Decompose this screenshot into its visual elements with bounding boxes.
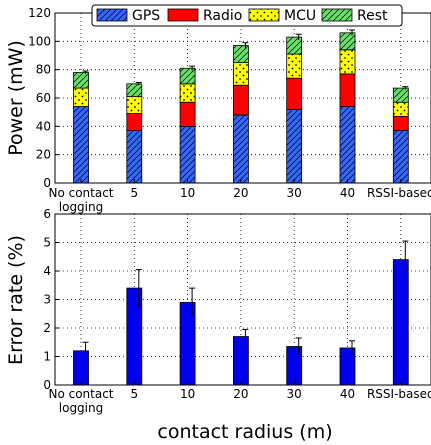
x-tick-label-line: No contact	[48, 387, 113, 401]
y-tick-label: 100	[28, 34, 51, 48]
y-tick-label: 2	[43, 321, 51, 335]
x-tick-label-line: 30	[287, 186, 302, 200]
x-tick-label: No contact logging	[48, 186, 113, 214]
y-tick-label: 0	[43, 176, 51, 190]
x-tick-label-line: 5	[130, 186, 138, 200]
bar-segment-hatch	[73, 72, 89, 89]
x-tick-label: RSSI-based	[367, 387, 431, 401]
y-tick-label: 20	[36, 148, 51, 162]
legend-swatch-hatch	[97, 9, 127, 21]
x-tick-label-line: logging	[59, 200, 103, 214]
bar-segment-hatch	[286, 37, 302, 55]
x-tick-label-line: No contact	[48, 186, 113, 200]
x-tick-label-line: RSSI-based	[367, 387, 431, 401]
bar	[73, 350, 89, 386]
x-tick-label-line: 10	[180, 186, 195, 200]
y-tick-label: 1	[43, 350, 51, 364]
bar-segment-radio	[286, 77, 303, 110]
bar-segment-hatch	[393, 130, 409, 183]
x-tick-label: 20	[233, 387, 248, 401]
x-tick-label: RSSI-based	[367, 186, 431, 200]
bar-segment-radio	[392, 116, 409, 131]
bar-segment-hatch	[340, 32, 355, 50]
x-tick-label: 5	[130, 387, 138, 401]
y-tick-label: 120	[28, 6, 51, 20]
x-tick-label: 30	[287, 387, 302, 401]
bar-segment-hatch	[126, 96, 142, 114]
bar	[392, 259, 409, 386]
y-tick-label: 80	[36, 63, 51, 77]
x-tick-label: 20	[233, 186, 248, 200]
x-tick-label: 40	[340, 387, 355, 401]
y-axis-label: Power (mW)	[5, 40, 27, 156]
x-tick-label-line: 40	[340, 387, 355, 401]
bar-segment-hatch	[180, 83, 196, 103]
y-tick-label: 6	[43, 207, 51, 221]
bar-segment-radio	[126, 113, 143, 131]
bar-segment-hatch	[340, 49, 355, 74]
y-tick-label: 3	[43, 293, 51, 307]
bar-segment-hatch	[233, 45, 249, 63]
x-tick-label: 10	[180, 387, 195, 401]
x-tick-label: 5	[130, 186, 138, 200]
error-rate-chart: 0 1 2 3 4 5 6 No contact logging 5 10 20 30 40 RSSI-ba…	[5, 207, 431, 443]
x-tick-label-line: 40	[340, 186, 355, 200]
y-tick-label: 0	[43, 378, 51, 392]
bar-segment-hatch	[73, 88, 89, 107]
y-tick-label: 40	[36, 119, 51, 133]
bar-segment-hatch	[286, 109, 302, 183]
legend-label-radio: Radio	[203, 8, 242, 24]
bar	[286, 346, 303, 386]
bar-segment-hatch	[286, 54, 302, 79]
y-tick-label: 60	[36, 91, 51, 105]
bar-segment-hatch	[180, 126, 196, 183]
power-chart: 0 20 40 60 80 100 120 No contact logging 5 10 20 30 4…	[5, 4, 431, 214]
x-tick-label: No contact logging	[48, 387, 113, 415]
x-tick-label-line: 10	[180, 387, 195, 401]
bar-segment-hatch	[393, 102, 409, 117]
bar-segment-hatch	[233, 115, 249, 183]
x-tick-label: 30	[287, 186, 302, 200]
legend-swatch-hatch	[322, 9, 352, 21]
bar	[126, 287, 143, 386]
bar-segment-hatch	[393, 88, 409, 103]
legend-swatch-hatch	[249, 9, 279, 21]
bar	[339, 347, 356, 386]
x-tick-label-line: 30	[287, 387, 302, 401]
bar-segment-hatch	[340, 106, 355, 183]
legend-label-rest: Rest	[357, 8, 388, 24]
bar-segment-hatch	[180, 68, 196, 84]
legend-label-mcu: MCU	[284, 8, 316, 24]
x-axis-label: contact radius (m)	[157, 421, 332, 443]
bar-segment-radio	[179, 101, 196, 127]
bar	[179, 301, 196, 386]
bar-segment-hatch	[126, 83, 142, 97]
x-tick-label: 10	[180, 186, 195, 200]
x-tick-label-line: 5	[130, 387, 138, 401]
legend: GPS Radio MCU Rest	[91, 4, 403, 27]
bar	[232, 336, 249, 386]
bar-segment-hatch	[233, 62, 249, 86]
legend-swatch-radio	[167, 8, 199, 22]
y-tick-label: 4	[43, 264, 51, 278]
x-tick-label: 40	[340, 186, 355, 200]
x-tick-label-line: 20	[233, 387, 248, 401]
x-tick-label-line: 20	[233, 186, 248, 200]
bar-segment-hatch	[126, 130, 142, 183]
x-tick-label-line: RSSI-based	[367, 186, 431, 200]
bar-segment-hatch	[73, 106, 89, 183]
legend-label-gps: GPS	[132, 8, 160, 24]
bar-segment-radio	[339, 73, 356, 107]
x-tick-label-line: logging	[59, 401, 103, 415]
bar-segment-radio	[232, 84, 249, 116]
y-tick-label: 5	[43, 236, 51, 250]
y-axis-label: Error rate (%)	[5, 235, 27, 365]
